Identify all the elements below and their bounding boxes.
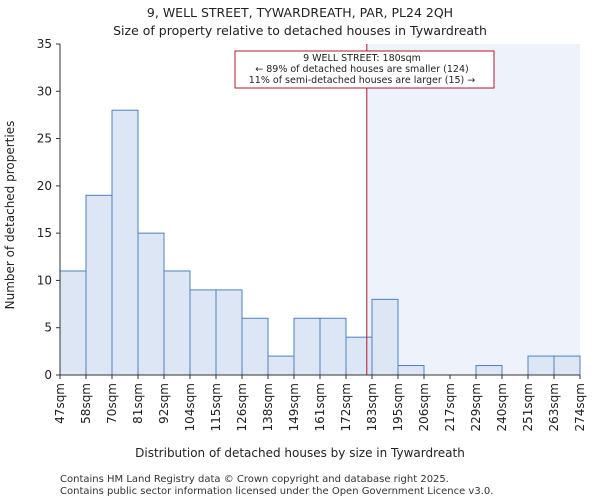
y-tick-label: 15	[37, 226, 52, 240]
x-tick-label: 149sqm	[287, 383, 301, 431]
bars	[59, 109, 581, 376]
x-tick-label: 172sqm	[339, 383, 353, 431]
x-tick-label: 47sqm	[53, 383, 67, 424]
bar-126sqm	[241, 317, 269, 376]
x-tick-label: 206sqm	[417, 383, 431, 431]
footer-line-2: Contains public sector information licen…	[60, 486, 493, 497]
x-tick-label: 161sqm	[313, 383, 327, 431]
bar-195sqm	[397, 365, 425, 376]
y-tick-label: 30	[37, 84, 52, 98]
bar-251sqm	[527, 355, 555, 376]
bar-149sqm	[293, 317, 321, 376]
footer-line-1: Contains HM Land Registry data © Crown c…	[60, 474, 449, 485]
shaded-region	[366, 44, 580, 375]
bar-161sqm	[319, 317, 347, 376]
x-tick-label: 115sqm	[209, 383, 223, 431]
y-axis-label: Number of detached properties	[3, 121, 17, 310]
y-tick-label: 35	[37, 37, 52, 51]
annotation-line-1: 9 WELL STREET: 180sqm	[303, 53, 421, 64]
bar-47sqm	[59, 270, 87, 376]
x-tick-label: 229sqm	[469, 383, 483, 431]
chart-title: 9, WELL STREET, TYWARDREATH, PAR, PL24 2…	[147, 5, 453, 20]
x-tick-label: 70sqm	[105, 383, 119, 424]
bar-70sqm	[111, 109, 139, 376]
bar-263sqm	[553, 355, 581, 376]
bar-183sqm	[371, 298, 399, 376]
bar-138sqm	[267, 355, 295, 376]
y-tick-label: 25	[37, 132, 52, 146]
annotation-line-2: ← 89% of detached houses are smaller (12…	[255, 64, 468, 75]
larger-region-shade	[366, 44, 580, 375]
bar-81sqm	[137, 232, 165, 376]
x-tick-label: 138sqm	[261, 383, 275, 431]
annotation-frame	[234, 50, 495, 89]
x-tick-label: 126sqm	[235, 383, 249, 431]
x-tick-label: 58sqm	[79, 383, 93, 424]
chart-subtitle: Size of property relative to detached ho…	[113, 23, 487, 38]
x-tick-label: 81sqm	[131, 383, 145, 424]
x-axis-label: Distribution of detached houses by size …	[135, 446, 465, 460]
bar-172sqm	[345, 336, 373, 376]
y-tick-label: 10	[37, 273, 52, 287]
x-ticks: 47sqm 58sqm 70sqm 81sqm 92sqm 104sqm 115sqm 126…	[53, 375, 587, 431]
x-tick-label: 217sqm	[443, 383, 457, 431]
y-tick-label: 0	[44, 368, 52, 382]
x-tick-label: 195sqm	[391, 383, 405, 431]
x-tick-label: 251sqm	[521, 383, 535, 431]
annotation-line-3: 11% of semi-detached houses are larger (…	[249, 75, 476, 86]
bar-115sqm	[215, 289, 243, 376]
x-tick-label: 92sqm	[157, 383, 171, 424]
x-tick-label: 274sqm	[573, 383, 587, 431]
y-tick-label: 20	[37, 179, 52, 193]
x-tick-label: 183sqm	[365, 383, 379, 431]
x-tick-label: 240sqm	[495, 383, 509, 431]
y-ticks: 0 5 10 15 20 25 30 35	[37, 37, 60, 382]
x-tick-label: 263sqm	[547, 383, 561, 431]
bar-229sqm	[475, 365, 503, 376]
x-tick-label: 104sqm	[183, 383, 197, 431]
bar-58sqm	[85, 194, 113, 376]
annotation-box: 9 WELL STREET: 180sqm ← 89% of detached …	[234, 50, 495, 89]
y-tick-label: 5	[44, 321, 52, 335]
bar-92sqm	[163, 270, 191, 376]
bar-104sqm	[189, 289, 217, 376]
